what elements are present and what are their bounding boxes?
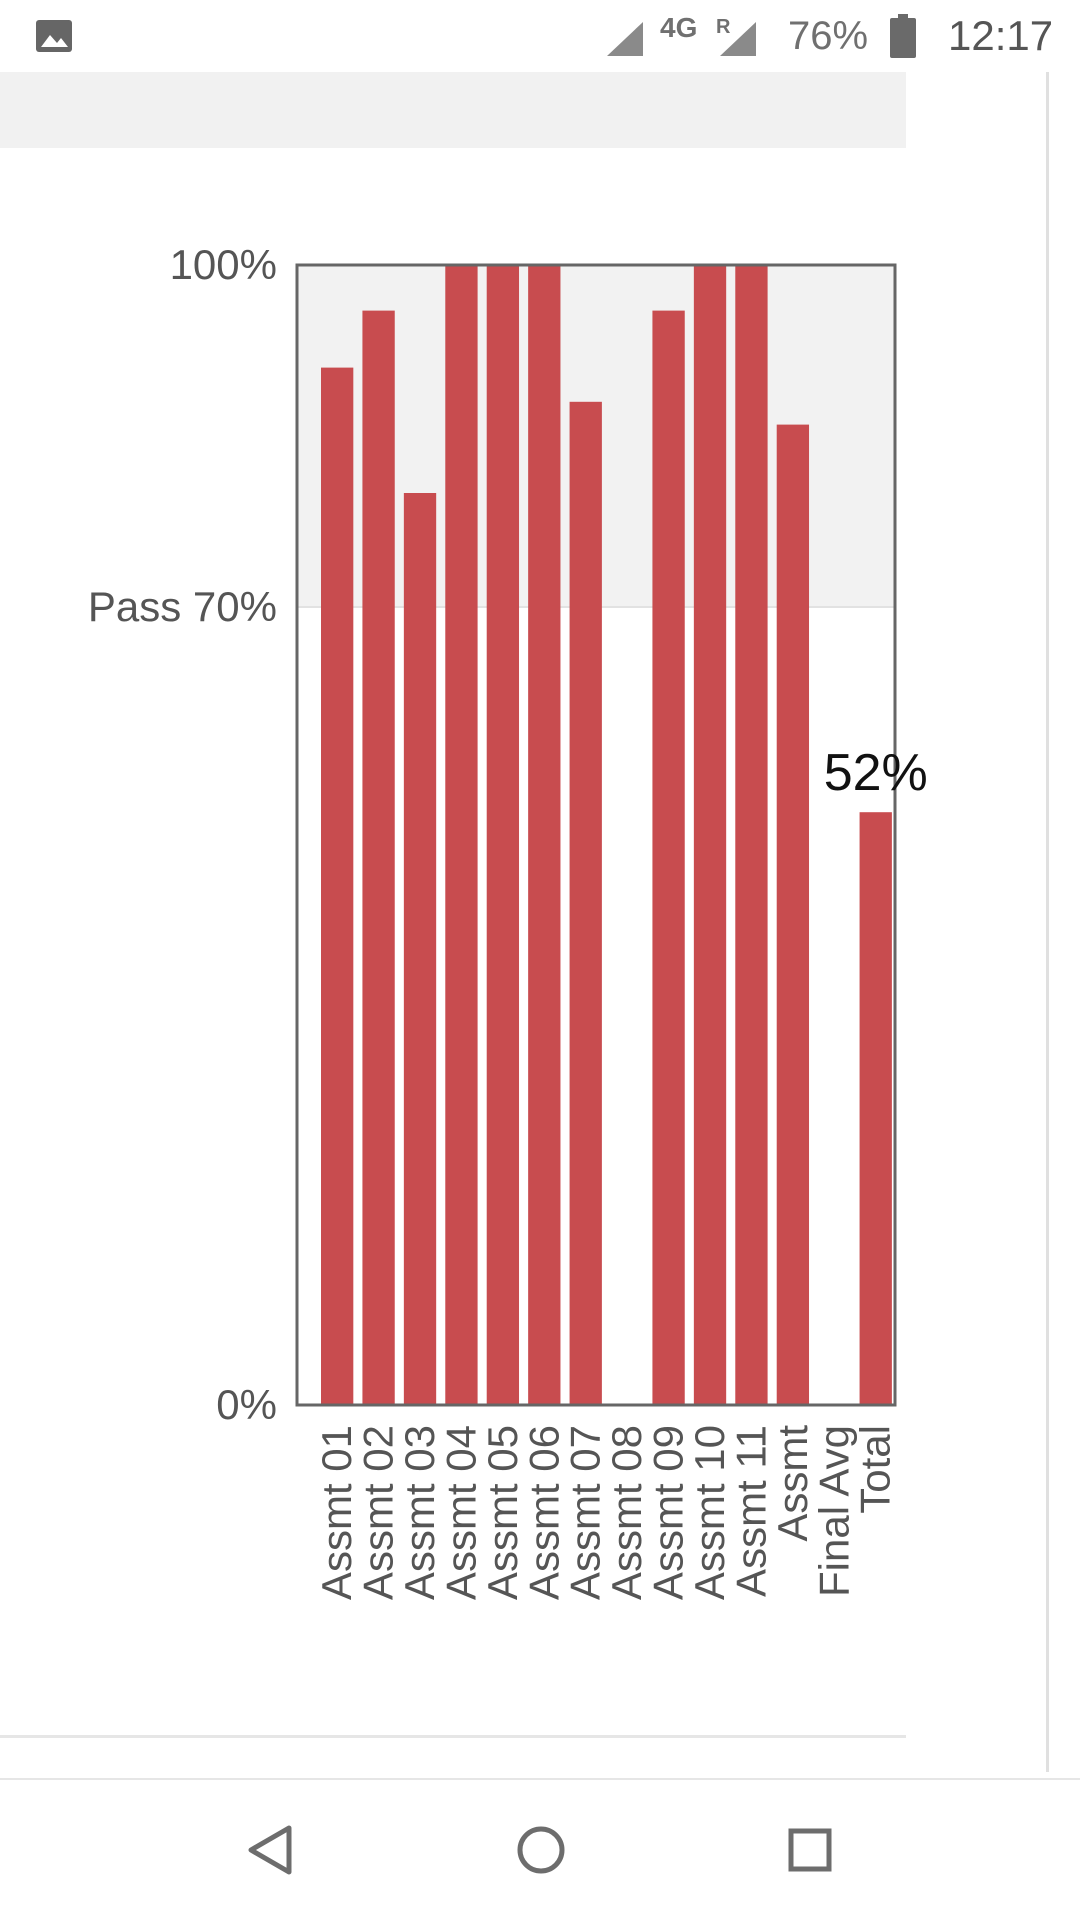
plot-frame — [295, 263, 897, 1407]
navigation-bar — [0, 1778, 1080, 1922]
home-icon[interactable] — [514, 1822, 568, 1878]
bar-assmt-04 — [445, 265, 478, 1405]
roaming-indicator: R — [716, 16, 731, 38]
network-type-label: 4G — [660, 12, 698, 43]
bar-assmt-03 — [403, 493, 437, 1405]
bar-assmt — [776, 424, 810, 1406]
x-tick-label: Assmt 09 — [645, 1425, 692, 1600]
image-icon — [36, 20, 72, 52]
bar-assmt-01 — [321, 367, 354, 1406]
scroll-divider — [1046, 72, 1049, 1772]
x-tick-label: Assmt 11 — [727, 1425, 774, 1597]
y-tick-label: 0% — [216, 1381, 277, 1428]
x-tick-label: Assmt 07 — [562, 1425, 609, 1600]
x-tick-label: Total — [852, 1425, 899, 1514]
y-tick-label: 100% — [170, 241, 277, 288]
recent-apps-icon[interactable] — [786, 1826, 834, 1874]
y-tick-label: Pass 70% — [88, 583, 277, 630]
status-bar: 4G R 76% 12:17 — [0, 0, 1080, 72]
bar-assmt-09 — [652, 310, 685, 1406]
x-tick-label: Final Avg — [810, 1425, 857, 1597]
battery-percentage: 76% — [788, 14, 869, 58]
bar-assmt-11 — [735, 265, 768, 1405]
bar-assmt-07 — [569, 401, 602, 1405]
x-tick-label: Assmt 02 — [355, 1425, 402, 1600]
battery-icon — [890, 14, 916, 58]
content-divider — [0, 1735, 906, 1738]
back-icon[interactable] — [245, 1822, 295, 1878]
x-tick-label: Assmt 03 — [396, 1425, 443, 1600]
signal-icon — [720, 22, 756, 56]
signal-icon — [607, 22, 643, 56]
x-tick-label: Assmt 06 — [520, 1425, 567, 1600]
page-header-strip — [0, 72, 906, 148]
x-tick-label: Assmt 10 — [686, 1425, 733, 1600]
x-tick-label: Assmt 01 — [313, 1425, 360, 1600]
bar-assmt-02 — [362, 310, 395, 1406]
data-label: 52% — [824, 744, 928, 802]
x-tick-label: Assmt — [769, 1425, 816, 1542]
clock: 12:17 — [948, 12, 1054, 59]
bar-assmt-06 — [528, 265, 561, 1405]
bar-assmt-05 — [486, 265, 520, 1405]
x-tick-label: Assmt 05 — [479, 1425, 526, 1600]
x-tick-label: Assmt 08 — [603, 1425, 650, 1600]
x-tick-label: Assmt 04 — [437, 1425, 484, 1600]
bar-assmt-10 — [693, 265, 727, 1405]
bar-total — [859, 812, 892, 1405]
